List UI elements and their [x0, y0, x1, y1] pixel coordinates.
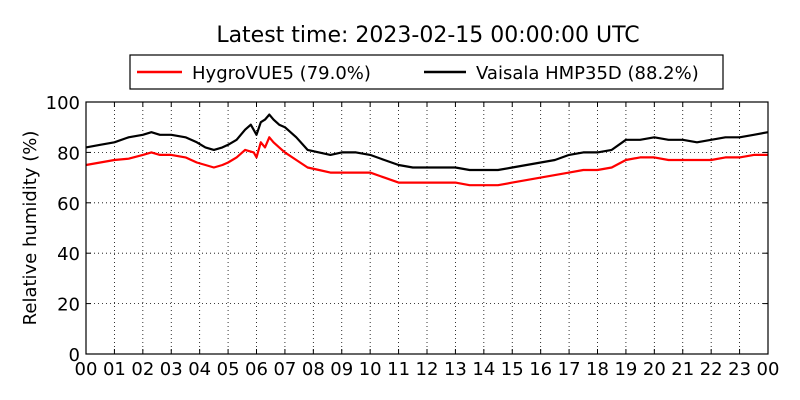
- x-tick-label: 02: [131, 359, 154, 380]
- x-tick-label: 14: [472, 359, 495, 380]
- x-tick-label: 13: [444, 359, 467, 380]
- x-tick-label: 04: [188, 359, 211, 380]
- y-tick-label: 80: [57, 143, 80, 164]
- x-tick-label: 00: [757, 359, 780, 380]
- x-tick-label: 01: [103, 359, 126, 380]
- y-tick-label: 20: [57, 295, 80, 316]
- x-tick-label: 09: [330, 359, 353, 380]
- x-tick-label: 10: [359, 359, 382, 380]
- x-tick-label: 03: [160, 359, 183, 380]
- series-line-hygrovue: [85, 136, 768, 187]
- chart-title: Latest time: 2023-02-15 00:00:00 UTC: [216, 23, 639, 48]
- plot-area: 00 01 02 03 04 05 06 07 08 09 10 11 12 13 14 15 16 17 18 19…: [46, 93, 780, 380]
- x-tick-label: 17: [558, 359, 581, 380]
- x-tick-label: 05: [217, 359, 240, 380]
- x-tick-label: 21: [671, 359, 694, 380]
- x-tick-label: 18: [586, 359, 609, 380]
- x-tick-label: 07: [273, 359, 296, 380]
- legend-label-hygrovue: HygroVUE5 (79.0%): [192, 63, 371, 84]
- x-tick-label: 16: [529, 359, 552, 380]
- y-tick-label: 100: [46, 93, 80, 114]
- y-tick-label: 60: [57, 194, 80, 215]
- y-tick-label: 40: [57, 244, 80, 265]
- x-tick-label: 08: [302, 359, 325, 380]
- plot-frame: [85, 101, 769, 355]
- x-tick-label: 23: [728, 359, 751, 380]
- series-line-vaisala: [85, 113, 769, 172]
- x-tick-label: 11: [387, 359, 410, 380]
- x-tick-label: 06: [245, 359, 268, 380]
- x-tick-label: 19: [614, 359, 637, 380]
- x-tick-label: 15: [501, 359, 524, 380]
- y-axis-label: Relative humidity (%): [20, 131, 41, 326]
- legend-label-vaisala: Vaisala HMP35D (88.2%): [476, 63, 699, 84]
- x-tick-label: 12: [416, 359, 439, 380]
- x-tick-label: 20: [643, 359, 666, 380]
- x-tick-label: 00: [75, 359, 98, 380]
- y-tick-label: 0: [69, 345, 80, 366]
- x-tick-label: 22: [700, 359, 723, 380]
- legend: HygroVUE5 (79.0%) Vaisala HMP35D (88.2%): [129, 54, 724, 90]
